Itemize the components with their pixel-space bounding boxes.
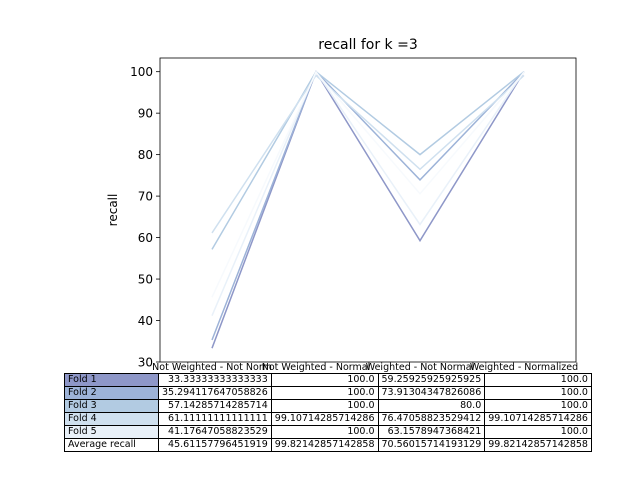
y-tick-label: 40: [138, 314, 153, 328]
table-cell: 100.0: [484, 399, 592, 413]
table-row: Fold 2 35.294117647058826 100.0 73.91304347…: [64, 386, 592, 400]
table-cell: 45.61157796451919: [158, 438, 272, 452]
table-cell: 99.82142857142858: [270, 438, 379, 452]
y-tick-label: 100: [130, 65, 153, 79]
table-cell: 70.56015714193129: [377, 438, 486, 452]
table-row: Fold 1 33.33333333333333 100.0 59.259259259…: [64, 373, 592, 387]
y-tick-label: 90: [138, 107, 153, 121]
table-cell: 100.0: [484, 373, 592, 387]
y-axis-ticks: 30 40 50 60 70 80 90 100: [130, 65, 160, 370]
table-cell: 99.10714285714286: [484, 412, 592, 426]
table-cell: 57.14285714285714: [158, 399, 272, 413]
table-row: Fold 5 41.17647058823529 100.0 63.157894736…: [64, 425, 592, 439]
y-tick-label: 80: [138, 148, 153, 162]
table-cell: 76.47058823529412: [377, 412, 486, 426]
y-tick-label: 70: [138, 190, 153, 204]
series-line-6: [211, 71, 525, 298]
row-label: Fold 2: [64, 386, 159, 400]
table-cell: 61.11111111111111: [158, 412, 272, 426]
table-cell: 63.1578947368421: [377, 425, 486, 439]
data-table: Fold 1 33.33333333333333 100.0 59.259259259…: [64, 373, 592, 452]
row-label: Fold 3: [64, 399, 159, 413]
x-category-label: Not Weighted - Not Norm: [152, 362, 272, 373]
series-line-5: [211, 70, 525, 316]
table-cell: 100.0: [270, 373, 379, 387]
x-category-label: Weighted - Normalized: [470, 362, 578, 373]
row-label: Average recall: [64, 438, 159, 452]
row-label: Fold 4: [64, 412, 159, 426]
series-line-2: [211, 70, 525, 341]
y-tick-label: 30: [138, 356, 153, 370]
table-cell: 80.0: [377, 399, 486, 413]
table-cell: 100.0: [484, 386, 592, 400]
row-label: Fold 1: [64, 373, 159, 387]
table-cell: 100.0: [270, 425, 379, 439]
series-line-4: [211, 74, 525, 234]
table-cell: 41.17647058823529: [158, 425, 272, 439]
y-tick-label: 60: [138, 231, 153, 245]
table-row: Fold 4 61.11111111111111 99.10714285714286…: [64, 412, 592, 426]
row-label: Fold 5: [64, 425, 159, 439]
series-lines: [211, 69, 525, 349]
table-cell: 59.25925925925925: [377, 373, 486, 387]
table-cell: 100.0: [484, 425, 592, 439]
y-tick-label: 50: [138, 273, 153, 287]
table-cell: 35.294117647058826: [158, 386, 272, 400]
table-cell: 99.10714285714286: [270, 412, 379, 426]
chart-title: recall for k =3: [318, 37, 417, 53]
table-row: Fold 3 57.14285714285714 100.0 80.0 100.0: [64, 399, 592, 413]
x-category-label: Weighted - Not Normal: [366, 362, 474, 373]
x-category-label: Not Weighted - Normal: [262, 362, 370, 373]
plot-area-frame: [159, 57, 577, 363]
table-row: Average recall 45.61157796451919 99.821428…: [64, 438, 592, 452]
table-cell: 99.82142857142858: [484, 438, 592, 452]
table-cell: 100.0: [270, 386, 379, 400]
table-cell: 33.33333333333333: [158, 373, 272, 387]
y-axis-label: recall: [106, 194, 120, 227]
table-cell: 100.0: [270, 399, 379, 413]
table-cell: 73.91304347826086: [377, 386, 486, 400]
series-line-1: [211, 69, 525, 349]
series-line-3: [211, 70, 525, 250]
